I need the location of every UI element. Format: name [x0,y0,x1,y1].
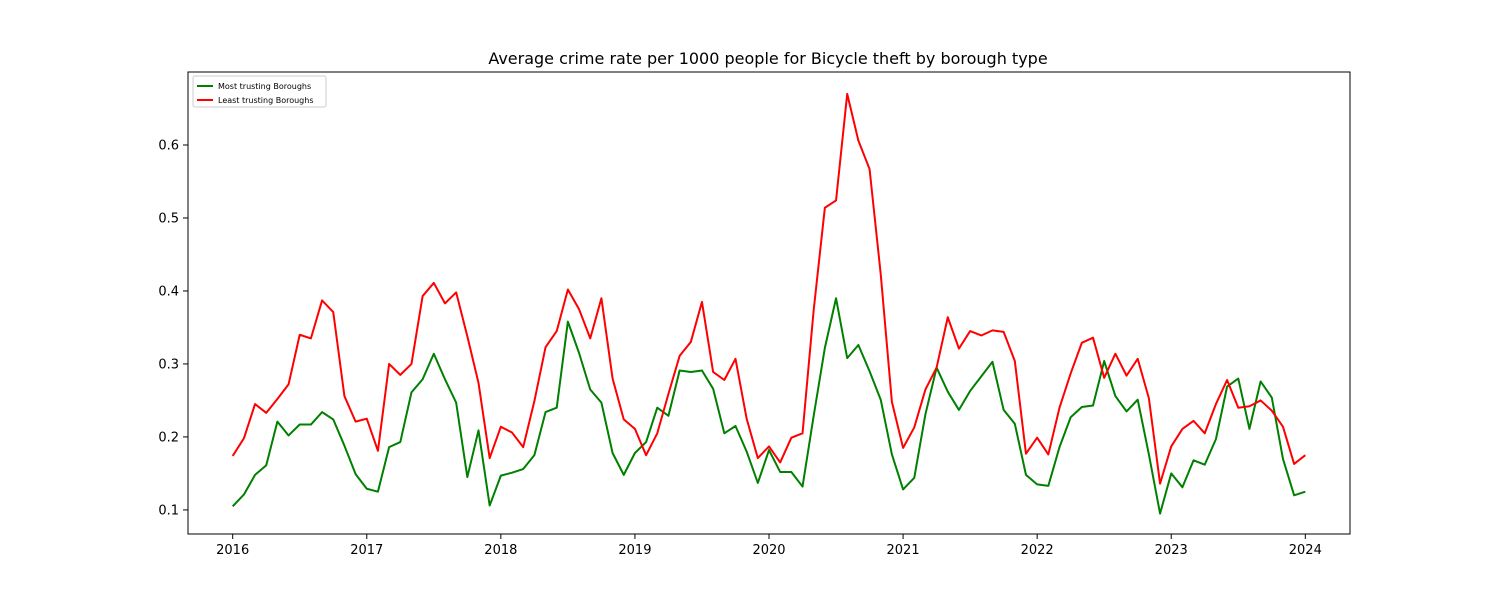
y-tick-label: 0.6 [158,138,179,153]
y-tick-label: 0.2 [158,430,179,445]
x-tick-label: 2021 [887,543,920,558]
x-tick-label: 2020 [752,543,785,558]
plot-frame [187,71,1351,535]
y-tick-label: 0.1 [158,503,179,518]
y-tick-label: 0.4 [158,284,179,299]
legend-label: Least trusting Boroughs [218,96,313,105]
legend-box [192,75,327,108]
legend-label: Most trusting Boroughs [218,82,311,91]
x-tick-label: 2023 [1155,543,1188,558]
y-tick-label: 0.3 [158,357,179,372]
series-line-most-trusting [231,297,1306,515]
series-line-least-trusting [231,92,1306,485]
legend: Most trusting Boroughs Least trusting Bor… [192,75,327,108]
x-tick-label: 2022 [1021,543,1054,558]
x-tick-label: 2017 [350,543,383,558]
chart-title: Average crime rate per 1000 people for B… [488,49,1047,68]
y-tick-label: 0.5 [158,211,179,226]
x-tick-label: 2016 [216,543,249,558]
axes: 2016 2017 2018 2019 2020 2021 2022 2023 2024 0.1 0… [158,138,1322,558]
plot-area [231,92,1306,515]
x-tick-label: 2018 [484,543,517,558]
x-tick-label: 2019 [618,543,651,558]
x-tick-label: 2024 [1289,543,1322,558]
